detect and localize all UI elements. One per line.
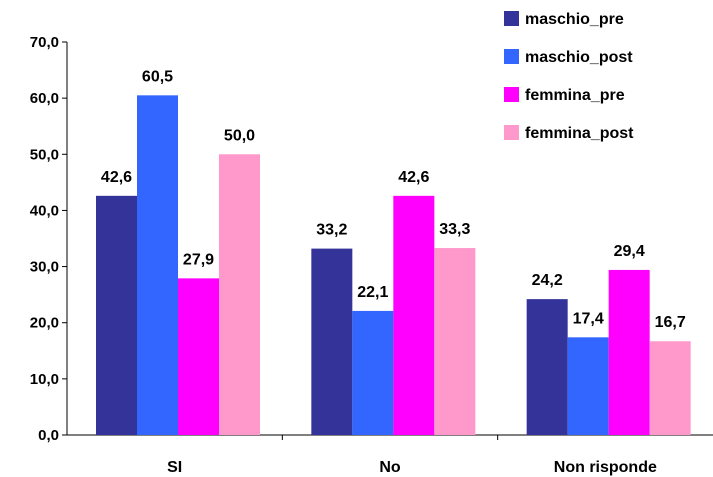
bar-femmina_pre — [608, 269, 650, 435]
bar-maschio_pre — [311, 248, 353, 435]
bar-maschio_pre — [96, 195, 137, 435]
y-tick-label: 50,0 — [30, 146, 59, 163]
data-label: 60,5 — [142, 68, 173, 85]
y-tick-label: 70,0 — [30, 34, 59, 51]
data-label: 22,1 — [357, 284, 388, 301]
y-tick-label: 60,0 — [30, 90, 59, 107]
data-label: 16,7 — [655, 314, 686, 331]
data-label: 33,3 — [439, 221, 470, 238]
legend: maschio_pre maschio_post femmina_prefemmin… — [504, 11, 634, 142]
bar-femmina_post — [219, 154, 260, 436]
bar-femmina_pre — [178, 278, 219, 435]
y-tick-label: 30,0 — [30, 259, 59, 276]
x-category-label: No — [379, 459, 401, 476]
bar-maschio_post — [137, 95, 178, 435]
y-tick-label: 20,0 — [30, 315, 59, 332]
legend-swatch — [504, 11, 519, 26]
data-label: 42,6 — [398, 169, 429, 186]
data-label: 42,6 — [101, 169, 132, 186]
bar-femmina_pre — [393, 195, 435, 435]
data-labels: 42,6 33,2 24,2 60,5 22,1 17,4 27,9 42,6 29,4 50,0… — [101, 68, 686, 331]
bar-femmina_post — [649, 341, 691, 435]
y-tick-label: 10,0 — [30, 371, 59, 388]
bar-femmina_post — [434, 248, 476, 435]
data-label: 27,9 — [183, 251, 214, 268]
legend-label: maschio_pre — [525, 11, 624, 28]
bars — [96, 95, 691, 436]
legend-swatch — [504, 49, 519, 64]
x-category-label: Non risponde — [554, 459, 657, 476]
data-label: 17,4 — [573, 310, 604, 327]
data-label: 29,4 — [614, 243, 645, 260]
legend-label: femmina_pre — [525, 87, 625, 104]
legend-swatch — [504, 125, 519, 140]
y-tick-label: 40,0 — [30, 202, 59, 219]
legend-label: maschio_post — [525, 49, 633, 66]
axes: 0,0 10,0 20,0 30,0 40,0 50,0 60,0 70,0 SI No Non r… — [30, 34, 713, 476]
legend-label: femmina_post — [525, 125, 634, 142]
data-label: 33,2 — [316, 222, 347, 239]
data-label: 24,2 — [532, 272, 563, 289]
y-tick-label: 0,0 — [38, 427, 59, 444]
bar-maschio_pre — [526, 299, 568, 435]
bar-maschio_post — [352, 310, 394, 435]
data-label: 50,0 — [224, 127, 255, 144]
x-category-label: SI — [167, 459, 182, 476]
bar-maschio_post — [567, 337, 609, 435]
legend-swatch — [504, 87, 519, 102]
